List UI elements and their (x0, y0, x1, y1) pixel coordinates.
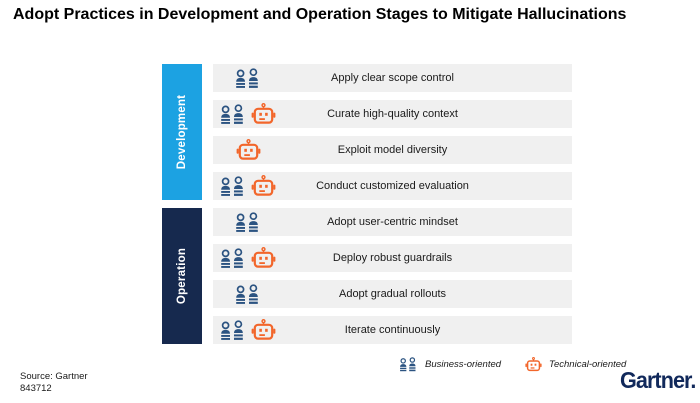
legend-label: Business-oriented (425, 358, 502, 370)
business-icon (400, 356, 416, 371)
technical-icon (236, 139, 260, 160)
practice-label: Deploy robust guardrails (332, 252, 453, 264)
practice-label: Curate high-quality context (327, 108, 458, 120)
figure-title: Adopt Practices in Development and Opera… (13, 6, 627, 23)
business-icon (221, 103, 243, 124)
row-icon-group (215, 136, 281, 164)
row-icon-group (215, 208, 281, 236)
technical-icon (251, 247, 276, 268)
row-icon-group (215, 280, 281, 308)
practice-label: Adopt gradual rollouts (338, 288, 446, 300)
legend: Business-oriented Technical-oriented (399, 354, 626, 374)
practice-row: Deploy robust guardrails (213, 244, 572, 272)
business-icon (221, 247, 243, 268)
row-icon-group (215, 244, 281, 272)
practice-label: Iterate continuously (344, 324, 441, 336)
practice-label: Exploit model diversity (337, 144, 448, 156)
technical-icon (251, 103, 276, 124)
business-icon (221, 175, 243, 196)
practice-row: Apply clear scope control (213, 64, 572, 92)
practice-row: Curate high-quality context (213, 100, 572, 128)
practice-label: Adopt user-centric mindset (327, 216, 458, 228)
stage-label-development: Development (162, 64, 202, 200)
practice-label: Apply clear scope control (331, 72, 454, 84)
practice-label: Conduct customized evaluation (316, 180, 469, 192)
source-line: Source: Gartner (20, 371, 88, 382)
source-note: Source: Gartner 843712 (20, 371, 88, 394)
practice-row: Iterate continuously (213, 316, 572, 344)
row-icon-group (215, 64, 281, 92)
legend-label: Technical-oriented (549, 358, 627, 370)
business-icon (221, 319, 243, 340)
stage-label-operation: Operation (162, 208, 202, 344)
stage-label-operation-text: Operation (176, 247, 188, 305)
legend-item-technical: Technical-oriented (525, 356, 627, 372)
row-icon-group (215, 172, 281, 200)
business-icon (399, 356, 418, 372)
technical-icon (525, 356, 542, 372)
legend-item-business: Business-oriented (399, 356, 502, 372)
practice-row: Exploit model diversity (213, 136, 572, 164)
technical-icon (525, 356, 542, 371)
practice-row: Adopt gradual rollouts (213, 280, 572, 308)
business-icon (236, 283, 258, 304)
source-id: 843712 (20, 382, 52, 394)
practice-row: Conduct customized evaluation (213, 172, 572, 200)
technical-icon (251, 175, 276, 196)
technical-icon (251, 319, 276, 340)
business-icon (236, 211, 258, 232)
row-icon-group (215, 100, 281, 128)
row-icon-group (215, 316, 281, 344)
stage-label-development-text: Development (176, 94, 189, 170)
business-icon (236, 67, 258, 88)
practice-row: Adopt user-centric mindset (213, 208, 572, 236)
gartner-logo: Gartner. (620, 367, 696, 393)
